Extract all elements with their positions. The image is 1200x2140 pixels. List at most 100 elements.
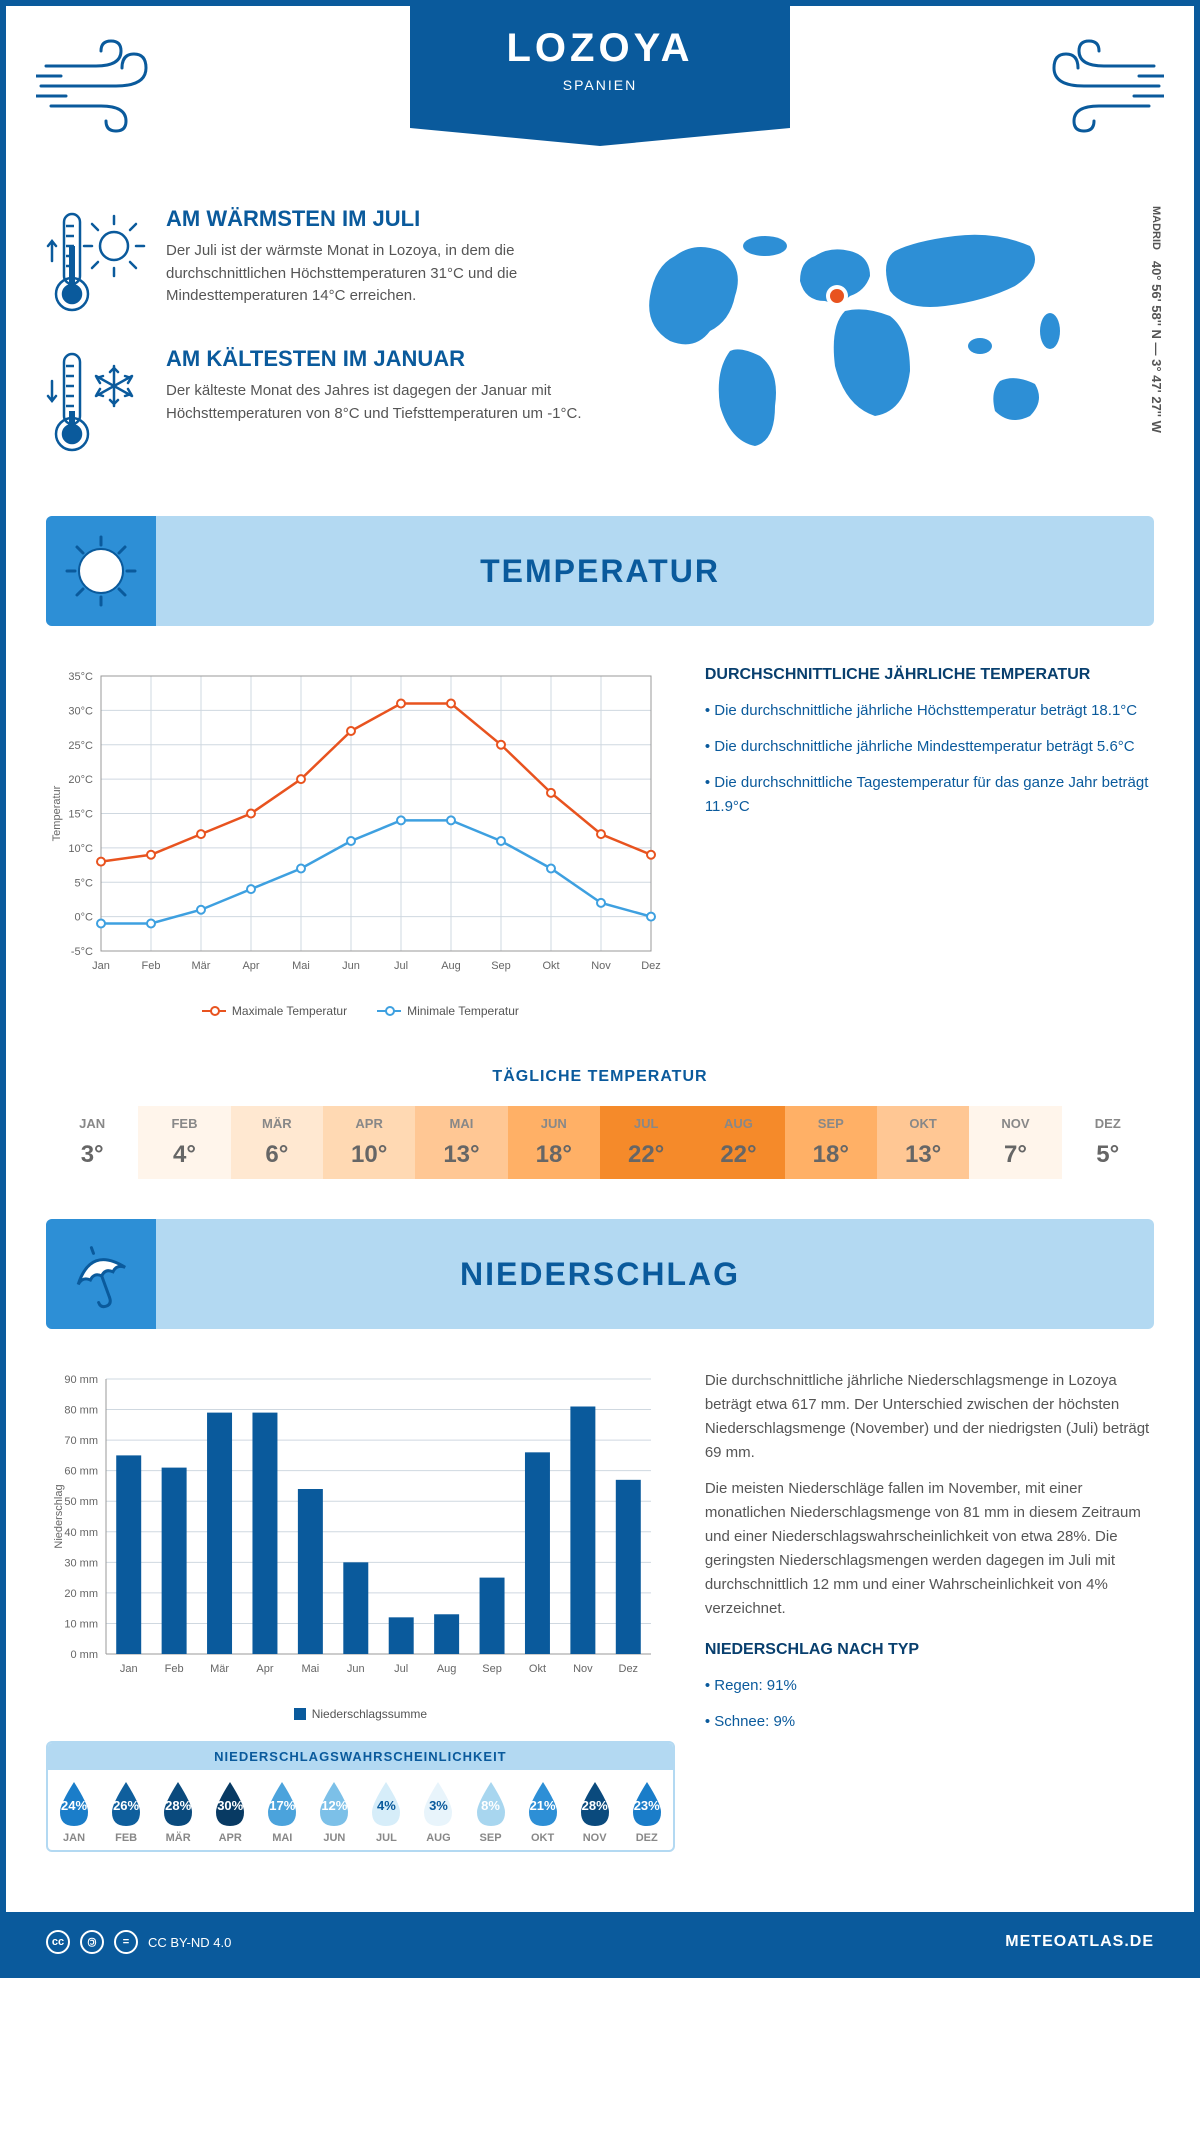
daily-temp-title: TÄGLICHE TEMPERATUR xyxy=(6,1068,1194,1086)
sun-icon xyxy=(46,516,156,626)
nd-icon: = xyxy=(114,1930,138,1954)
svg-text:Mär: Mär xyxy=(192,960,211,972)
intro-section: AM WÄRMSTEN IM JULI Der Juli ist der wär… xyxy=(6,186,1194,516)
svg-text:Apr: Apr xyxy=(242,960,259,972)
daily-temp-cell: DEZ5° xyxy=(1062,1106,1154,1179)
svg-text:50 mm: 50 mm xyxy=(64,1496,98,1508)
svg-text:10 mm: 10 mm xyxy=(64,1618,98,1630)
svg-text:Okt: Okt xyxy=(529,1663,546,1675)
country-label: SPANIEN xyxy=(410,77,790,93)
prob-cell: 23%DEZ xyxy=(621,1770,673,1850)
svg-text:90 mm: 90 mm xyxy=(64,1374,98,1386)
coldest-title: AM KÄLTESTEN IM JANUAR xyxy=(166,346,585,372)
temperature-line-chart: -5°C0°C5°C10°C15°C20°C25°C30°C35°CJanFeb… xyxy=(46,666,666,996)
svg-text:Aug: Aug xyxy=(437,1663,457,1675)
daily-temp-table: JAN3°FEB4°MÄR6°APR10°MAI13°JUN18°JUL22°A… xyxy=(46,1106,1154,1179)
svg-text:Aug: Aug xyxy=(441,960,461,972)
warmest-text: Der Juli ist der wärmste Monat in Lozoya… xyxy=(166,240,585,308)
svg-text:Okt: Okt xyxy=(542,960,559,972)
daily-temp-cell: JUL22° xyxy=(600,1106,692,1179)
prob-cell: 28%NOV xyxy=(569,1770,621,1850)
warmest-title: AM WÄRMSTEN IM JULI xyxy=(166,206,585,232)
umbrella-icon xyxy=(46,1219,156,1329)
prob-cell: 17%MAI xyxy=(256,1770,308,1850)
svg-text:Dez: Dez xyxy=(641,960,661,972)
daily-temp-cell: JUN18° xyxy=(508,1106,600,1179)
header: LOZOYA SPANIEN xyxy=(6,6,1194,186)
precip-text-2: Die meisten Niederschläge fallen im Nove… xyxy=(705,1477,1154,1621)
title-banner: LOZOYA SPANIEN xyxy=(410,6,790,128)
svg-text:35°C: 35°C xyxy=(68,671,93,683)
footer: cc 🄯 = CC BY-ND 4.0 METEOATLAS.DE xyxy=(6,1912,1194,1972)
svg-text:0 mm: 0 mm xyxy=(71,1649,99,1661)
precip-probability-box: NIEDERSCHLAGSWAHRSCHEINLICHKEIT 24%JAN26… xyxy=(46,1741,675,1852)
svg-text:80 mm: 80 mm xyxy=(64,1405,98,1417)
daily-temp-cell: JAN3° xyxy=(46,1106,138,1179)
svg-text:30 mm: 30 mm xyxy=(64,1557,98,1569)
svg-text:0°C: 0°C xyxy=(75,912,94,924)
precip-chart-legend: Niederschlagssumme xyxy=(46,1707,675,1721)
license-text: CC BY-ND 4.0 xyxy=(148,1935,231,1950)
svg-text:15°C: 15°C xyxy=(68,809,93,821)
prob-cell: 28%MÄR xyxy=(152,1770,204,1850)
svg-text:Mär: Mär xyxy=(210,1663,229,1675)
coldest-block: AM KÄLTESTEN IM JANUAR Der kälteste Mona… xyxy=(46,346,585,456)
precip-section-bar: NIEDERSCHLAG xyxy=(46,1219,1154,1329)
svg-text:Feb: Feb xyxy=(165,1663,184,1675)
warmest-block: AM WÄRMSTEN IM JULI Der Juli ist der wär… xyxy=(46,206,585,316)
cc-icon: cc xyxy=(46,1930,70,1954)
temperature-section-bar: TEMPERATUR xyxy=(46,516,1154,626)
daily-temp-cell: SEP18° xyxy=(785,1106,877,1179)
world-map xyxy=(615,206,1095,466)
temp-sidebar-title: DURCHSCHNITTLICHE JÄHRLICHE TEMPERATUR xyxy=(705,666,1154,684)
precip-bar-chart: 0 mm10 mm20 mm30 mm40 mm50 mm60 mm70 mm8… xyxy=(46,1369,666,1699)
prob-cell: 30%APR xyxy=(204,1770,256,1850)
daily-temp-cell: MAI13° xyxy=(415,1106,507,1179)
svg-text:40 mm: 40 mm xyxy=(64,1527,98,1539)
daily-temp-cell: NOV7° xyxy=(969,1106,1061,1179)
svg-text:Jul: Jul xyxy=(394,960,408,972)
svg-text:20°C: 20°C xyxy=(68,774,93,786)
svg-text:Mai: Mai xyxy=(302,1663,320,1675)
svg-text:Temperatur: Temperatur xyxy=(51,785,63,841)
wind-icon xyxy=(1024,36,1164,136)
daily-temp-cell: OKT13° xyxy=(877,1106,969,1179)
by-icon: 🄯 xyxy=(80,1930,104,1954)
svg-text:Dez: Dez xyxy=(619,1663,639,1675)
svg-text:Jun: Jun xyxy=(347,1663,365,1675)
svg-text:Nov: Nov xyxy=(573,1663,593,1675)
daily-temp-cell: FEB4° xyxy=(138,1106,230,1179)
precip-by-type-title: NIEDERSCHLAG NACH TYP xyxy=(705,1641,1154,1659)
temperature-title: TEMPERATUR xyxy=(46,553,1154,590)
precip-by-type: • Regen: 91%• Schnee: 9% xyxy=(705,1674,1154,1734)
precip-title: NIEDERSCHLAG xyxy=(46,1256,1154,1293)
svg-text:10°C: 10°C xyxy=(68,843,93,855)
svg-text:-5°C: -5°C xyxy=(71,946,93,958)
svg-text:Sep: Sep xyxy=(482,1663,502,1675)
svg-text:Apr: Apr xyxy=(256,1663,273,1675)
city-title: LOZOYA xyxy=(410,26,790,71)
svg-text:Jan: Jan xyxy=(92,960,110,972)
daily-temp-cell: APR10° xyxy=(323,1106,415,1179)
coldest-text: Der kälteste Monat des Jahres ist dagege… xyxy=(166,380,585,425)
prob-cell: 24%JAN xyxy=(48,1770,100,1850)
svg-text:20 mm: 20 mm xyxy=(64,1588,98,1600)
site-name: METEOATLAS.DE xyxy=(1005,1933,1154,1951)
prob-cell: 3%AUG xyxy=(412,1770,464,1850)
svg-text:Nov: Nov xyxy=(591,960,611,972)
svg-text:Niederschlag: Niederschlag xyxy=(53,1484,65,1548)
svg-text:Jan: Jan xyxy=(120,1663,138,1675)
prob-cell: 26%FEB xyxy=(100,1770,152,1850)
svg-text:5°C: 5°C xyxy=(75,877,94,889)
svg-text:Jul: Jul xyxy=(394,1663,408,1675)
svg-text:Mai: Mai xyxy=(292,960,310,972)
thermometer-snow-icon xyxy=(46,346,146,456)
svg-text:Feb: Feb xyxy=(142,960,161,972)
coordinates: MADRID 40° 56' 58'' N — 3° 47' 27'' W xyxy=(1149,206,1164,433)
precip-text-1: Die durchschnittliche jährliche Niedersc… xyxy=(705,1369,1154,1465)
daily-temp-cell: MÄR6° xyxy=(231,1106,323,1179)
daily-temp-cell: AUG22° xyxy=(692,1106,784,1179)
svg-text:70 mm: 70 mm xyxy=(64,1435,98,1447)
temp-bullets: • Die durchschnittliche jährliche Höchst… xyxy=(705,699,1154,819)
wind-icon xyxy=(36,36,176,136)
